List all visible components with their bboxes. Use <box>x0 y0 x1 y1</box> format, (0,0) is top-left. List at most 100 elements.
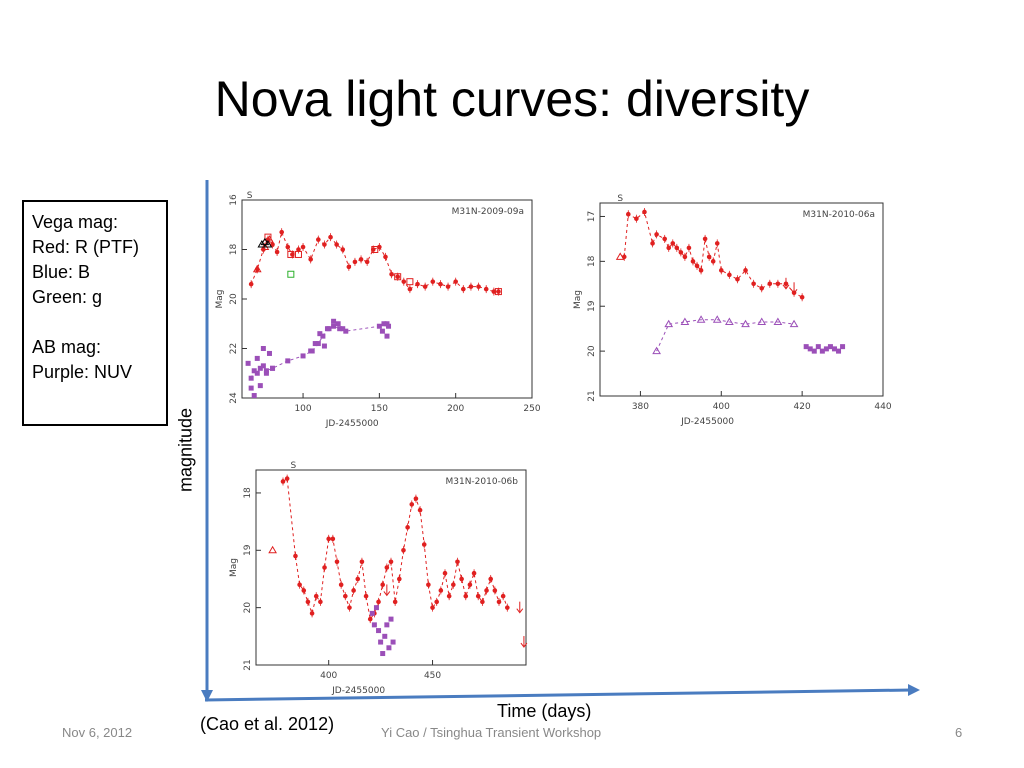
data-point <box>467 582 473 588</box>
data-point <box>773 317 783 325</box>
x-tick-label: 400 <box>713 402 730 412</box>
data-point <box>284 476 290 481</box>
data-point <box>363 593 369 599</box>
data-point <box>712 315 722 323</box>
marker-label: S <box>617 194 623 204</box>
y-tick-label: 17 <box>587 211 597 222</box>
data-point <box>650 241 655 246</box>
data-point <box>355 576 361 582</box>
data-point <box>666 245 672 251</box>
data-point <box>328 234 333 240</box>
data-point <box>260 346 266 351</box>
data-point <box>698 268 704 273</box>
y-tick-label: 18 <box>243 487 253 499</box>
data-point <box>767 281 773 287</box>
plot-frame <box>599 202 884 397</box>
data-point <box>426 582 431 588</box>
data-point <box>690 259 696 264</box>
data-point <box>476 284 481 289</box>
data-point <box>346 264 352 270</box>
data-point <box>390 639 396 645</box>
data-point <box>434 599 439 605</box>
data-point <box>642 209 647 215</box>
data-point <box>296 247 301 252</box>
data-point <box>340 247 346 252</box>
y-tick-label: 19 <box>243 544 253 556</box>
data-point <box>718 268 724 273</box>
y-tick-label: 24 <box>229 392 239 404</box>
legend-line-vega: Vega mag: <box>32 212 119 232</box>
footer-page-number: 6 <box>955 725 963 740</box>
data-point <box>836 348 842 354</box>
data-point <box>252 264 262 273</box>
plot-frame <box>241 199 533 399</box>
data-point <box>260 242 270 251</box>
data-point <box>670 241 676 246</box>
data-point <box>382 633 388 639</box>
legend-line-ab: AB mag: <box>32 337 102 357</box>
data-point <box>254 370 260 376</box>
data-point <box>263 370 269 376</box>
data-point <box>266 350 272 356</box>
data-point <box>682 254 688 260</box>
x-axis-title: JD-2455000 <box>325 419 379 429</box>
y-tick-label: 22 <box>229 343 239 354</box>
data-point <box>430 279 436 284</box>
series-line <box>250 230 499 293</box>
data-point <box>334 559 340 565</box>
data-point <box>268 545 277 554</box>
y-tick-label: 21 <box>243 659 253 670</box>
data-point <box>248 385 254 391</box>
data-point <box>248 281 254 287</box>
data-point <box>652 346 661 355</box>
data-point <box>775 281 781 287</box>
data-point <box>297 582 302 588</box>
data-point <box>505 605 510 610</box>
data-point <box>373 605 379 611</box>
data-point <box>626 211 631 217</box>
data-point <box>389 271 394 277</box>
data-point <box>257 383 263 389</box>
data-point <box>309 611 315 616</box>
upper-limit-arrow <box>790 288 798 295</box>
data-point <box>409 502 415 507</box>
data-point <box>318 599 323 605</box>
data-point <box>799 294 805 300</box>
data-point <box>280 479 286 484</box>
upper-limit-arrow <box>520 642 528 648</box>
data-point <box>484 588 489 593</box>
data-point <box>662 236 667 242</box>
data-point <box>735 277 740 282</box>
data-point <box>696 315 706 323</box>
chart-m31n-2010-06a: 380 400 420 440 17 18 19 20 21 M31N-2010-06a JD-24… <box>570 188 892 427</box>
data-point <box>789 319 799 328</box>
y-tick-label: 19 <box>587 300 597 312</box>
data-point <box>384 565 390 570</box>
data-point <box>305 599 311 605</box>
data-point <box>334 242 339 247</box>
data-point <box>293 553 298 559</box>
data-point <box>706 254 712 260</box>
data-point <box>248 375 254 381</box>
data-point <box>330 536 336 542</box>
x-tick-label: 100 <box>294 404 311 414</box>
data-point <box>492 588 498 593</box>
data-point <box>422 284 428 289</box>
legend-line-blue: Blue: B <box>32 262 91 282</box>
footer-date: Nov 6, 2012 <box>62 725 133 740</box>
data-point <box>245 360 251 366</box>
data-point <box>315 341 321 347</box>
data-point <box>326 536 331 542</box>
legend-box: Vega mag: Red: R (PTF) Blue: B Green: g … <box>22 200 168 426</box>
data-point <box>260 237 270 246</box>
chart-m31n-2009-09a: 100 150 200 250 16 18 20 22 24 M31N-2009-09a JD-24… <box>212 188 542 429</box>
data-point <box>741 319 750 328</box>
data-point <box>401 279 407 284</box>
x-tick-label: 200 <box>447 404 464 414</box>
data-point <box>446 593 452 599</box>
data-point <box>680 317 690 325</box>
y-axis-arrowhead <box>201 690 213 702</box>
data-point <box>840 344 846 350</box>
data-point <box>371 246 379 253</box>
data-point <box>326 326 332 332</box>
